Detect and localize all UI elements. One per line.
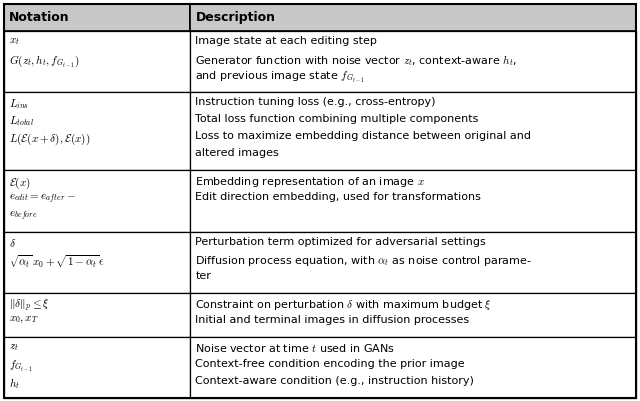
Text: $h_t$: $h_t$ [9, 376, 20, 391]
Bar [4, 231, 191, 293]
Text: Loss to maximize embedding distance between original and: Loss to maximize embedding distance betw… [195, 132, 531, 141]
Text: and previous image state $f_{G_{t-1}}$: and previous image state $f_{G_{t-1}}$ [195, 70, 365, 85]
Bar [191, 92, 636, 170]
Bar [4, 31, 191, 92]
Text: $z_t$: $z_t$ [9, 342, 19, 353]
Text: Generator function with noise vector $z_t$, context-aware $h_t$,: Generator function with noise vector $z_… [195, 53, 517, 68]
Bar [191, 293, 636, 337]
Text: Diffusion process equation, with $\alpha_t$ as noise control parame-: Diffusion process equation, with $\alpha… [195, 254, 532, 267]
Text: Initial and terminal images in diffusion processes: Initial and terminal images in diffusion… [195, 315, 470, 325]
Text: Notation: Notation [9, 11, 70, 24]
Text: Image state at each editing step: Image state at each editing step [195, 36, 378, 46]
Bar [4, 92, 191, 170]
Text: $L_{ins}$: $L_{ins}$ [9, 97, 29, 111]
Bar [4, 4, 191, 31]
Bar [4, 293, 191, 337]
Text: $\delta$: $\delta$ [9, 237, 16, 249]
Text: ter: ter [195, 271, 211, 281]
Text: $e_{before}$: $e_{before}$ [9, 209, 38, 223]
Text: Noise vector at time $t$ used in GANs: Noise vector at time $t$ used in GANs [195, 342, 396, 354]
Bar [191, 4, 636, 31]
Bar [191, 31, 636, 92]
Bar [191, 337, 636, 398]
Text: Constraint on perturbation $\delta$ with maximum budget $\xi$: Constraint on perturbation $\delta$ with… [195, 298, 492, 312]
Text: $L(\mathcal{E}(x+\delta), \mathcal{E}(x))$: $L(\mathcal{E}(x+\delta), \mathcal{E}(x)… [9, 132, 90, 147]
Text: $\mathcal{E}(x)$: $\mathcal{E}(x)$ [9, 176, 31, 191]
Text: Total loss function combining multiple components: Total loss function combining multiple c… [195, 114, 479, 124]
Text: $L_{total}$: $L_{total}$ [9, 114, 34, 128]
Text: $\sqrt{\alpha_t}\,x_0 + \sqrt{1-\alpha_t}\,\epsilon$: $\sqrt{\alpha_t}\,x_0 + \sqrt{1-\alpha_t… [9, 254, 105, 270]
Text: $x_0, x_T$: $x_0, x_T$ [9, 315, 39, 325]
Text: Context-free condition encoding the prior image: Context-free condition encoding the prio… [195, 359, 465, 369]
Text: Context-aware condition (e.g., instruction history): Context-aware condition (e.g., instructi… [195, 376, 474, 386]
Text: Embedding representation of an image $x$: Embedding representation of an image $x$ [195, 176, 426, 189]
Text: Edit direction embedding, used for transformations: Edit direction embedding, used for trans… [195, 192, 481, 203]
Text: altered images: altered images [195, 148, 279, 158]
Text: Perturbation term optimized for adversarial settings: Perturbation term optimized for adversar… [195, 237, 486, 247]
Text: $e_{edit} = e_{after} -$: $e_{edit} = e_{after} -$ [9, 192, 76, 206]
Text: $G(z_t, h_t, f_{G_{t-1}})$: $G(z_t, h_t, f_{G_{t-1}})$ [9, 53, 79, 69]
Bar [4, 170, 191, 231]
Bar [4, 337, 191, 398]
Text: $f_{G_{t-1}}$: $f_{G_{t-1}}$ [9, 359, 33, 374]
Bar [191, 231, 636, 293]
Text: $\|\delta\|_p \leq \xi$: $\|\delta\|_p \leq \xi$ [9, 298, 50, 314]
Bar [191, 170, 636, 231]
Text: $x_t$: $x_t$ [9, 36, 20, 47]
Text: Instruction tuning loss (e.g., cross-entropy): Instruction tuning loss (e.g., cross-ent… [195, 97, 436, 107]
Text: Description: Description [195, 11, 275, 24]
